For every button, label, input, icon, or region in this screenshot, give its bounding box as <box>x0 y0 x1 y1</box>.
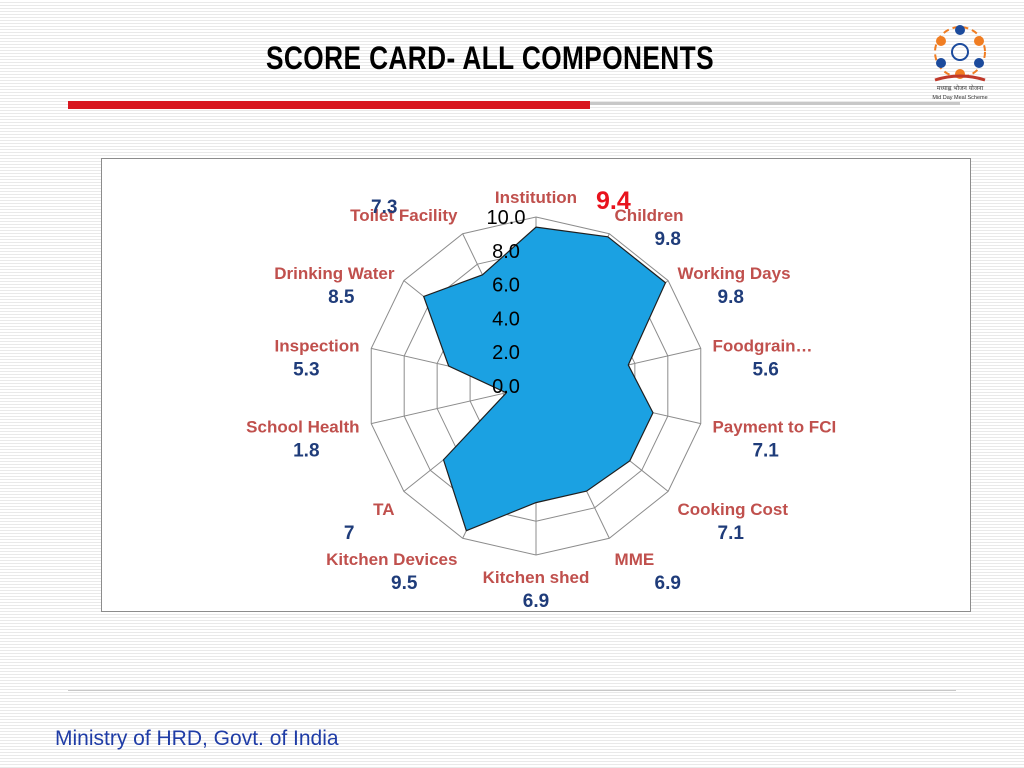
mdm-logo: मध्याह्न भोजन योजना Mid Day Meal Scheme <box>925 14 995 106</box>
category-label: Payment to FCI <box>712 417 836 436</box>
value-label: 5.6 <box>752 360 778 381</box>
category-label: Cooking Cost <box>678 500 789 519</box>
value-label: 9.8 <box>718 287 744 308</box>
value-label: 7.3 <box>371 197 397 218</box>
logo-hindi-text: मध्याह्न भोजन योजना <box>937 84 984 92</box>
title-accent-bar <box>68 101 590 109</box>
footer-divider <box>68 690 956 691</box>
value-label: 9.8 <box>655 229 681 250</box>
value-label: 7 <box>344 523 355 544</box>
radial-tick-label: 6.0 <box>492 275 520 297</box>
category-label: Kitchen Devices <box>326 550 457 569</box>
category-label: Inspection <box>275 337 360 356</box>
logo-english-text: Mid Day Meal Scheme <box>932 95 987 101</box>
category-label: Working Days <box>678 264 791 283</box>
value-label: 9.5 <box>391 573 418 594</box>
title-divider-line <box>590 102 960 105</box>
logo-ring <box>934 25 986 79</box>
value-label: 1.8 <box>293 440 319 461</box>
radial-tick-label: 10.0 <box>487 207 526 229</box>
footer-text: Ministry of HRD, Govt. of India <box>55 727 339 750</box>
category-label: School Health <box>246 417 359 436</box>
category-label: Institution <box>495 188 577 207</box>
category-label: Toilet Facility <box>350 206 458 225</box>
value-label: 7.1 <box>718 523 745 544</box>
value-label: 5.3 <box>293 360 319 381</box>
series-area <box>422 226 667 532</box>
page-title: SCORE CARD- ALL COMPONENTS <box>265 40 715 76</box>
category-label: Foodgrain… <box>712 337 812 356</box>
category-label: TA <box>373 500 394 519</box>
value-label: 6.9 <box>523 591 549 612</box>
category-label: Kitchen shed <box>483 568 590 587</box>
value-label: 9.4 <box>596 187 631 215</box>
category-label: Children <box>615 206 684 225</box>
category-label: MME <box>615 550 655 569</box>
radial-tick-label: 4.0 <box>492 308 520 330</box>
category-label: Drinking Water <box>274 264 395 283</box>
radar-chart-panel: 0.0 2.0 4.0 6.0 8.0 10.0 Institution 9.4 Childre… <box>101 158 971 612</box>
radial-tick-label: 0.0 <box>492 376 520 398</box>
radial-tick-label: 8.0 <box>492 241 520 263</box>
value-label: 6.9 <box>655 573 681 594</box>
value-label: 7.1 <box>752 440 779 461</box>
value-label: 8.5 <box>328 287 355 308</box>
radial-tick-label: 2.0 <box>492 342 520 364</box>
